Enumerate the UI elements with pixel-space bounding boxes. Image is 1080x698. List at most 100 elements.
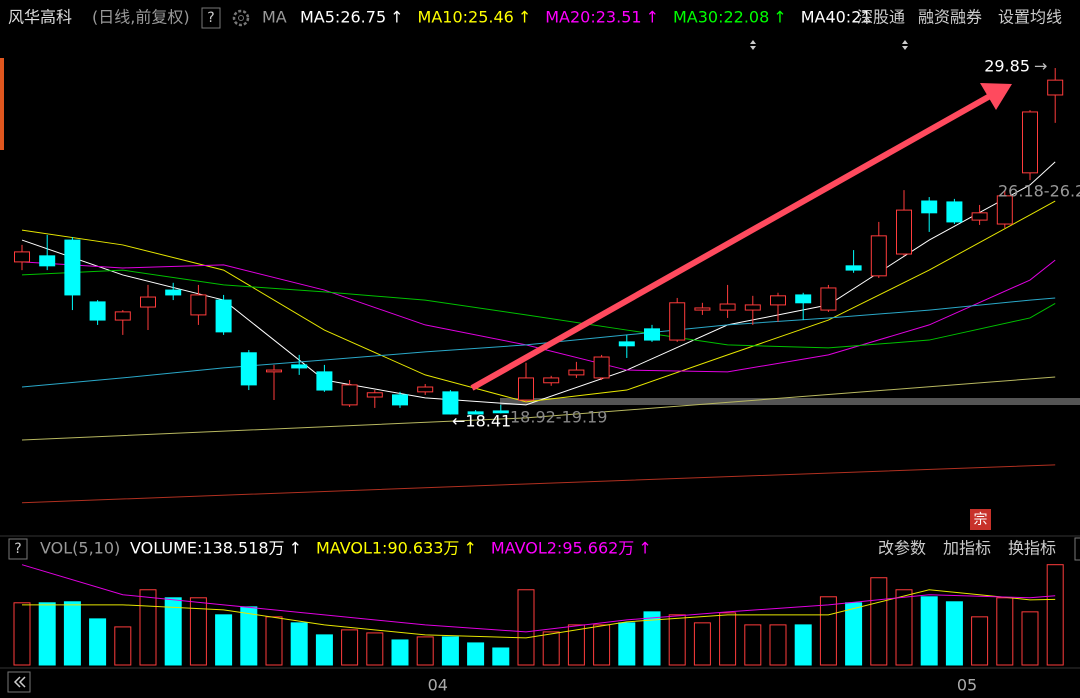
volume-bar <box>567 624 585 666</box>
ma-line <box>21 564 1056 633</box>
candle-body <box>492 410 509 414</box>
ma-line <box>21 297 1056 388</box>
legend-text: MA10:25.46 <box>418 8 514 27</box>
price-range-band <box>500 398 1080 405</box>
legend-arrow: ↑ <box>518 8 531 27</box>
candle-body <box>39 255 56 267</box>
badge-box[interactable] <box>970 509 991 530</box>
legend-text: MA20:23.51 <box>545 8 641 27</box>
settings-icon[interactable] <box>232 9 250 27</box>
candle-body <box>694 307 711 311</box>
candle-body <box>971 212 988 221</box>
ma-line <box>21 259 1056 373</box>
help-box[interactable] <box>201 7 221 29</box>
help[interactable]: ? <box>207 10 214 26</box>
volume-bar <box>895 589 913 666</box>
legend-text: MA30:22.08 <box>673 8 769 27</box>
trend-arrow <box>470 83 1012 391</box>
volume-bar <box>265 616 283 666</box>
volume-bar <box>517 589 535 666</box>
volume-bar <box>845 602 863 666</box>
legend-arrow: ↑ <box>390 8 403 27</box>
button[interactable]: 改参数 <box>878 539 926 558</box>
volume-bar <box>391 639 409 666</box>
volume-bar <box>13 602 31 666</box>
candle-body <box>870 235 887 277</box>
volume-bar <box>719 612 737 666</box>
candle-body <box>618 341 635 347</box>
volume-bar <box>315 634 333 666</box>
legend-text: MA40:21 <box>801 8 872 27</box>
link[interactable]: 设置均线 <box>998 8 1062 27</box>
candle-body <box>820 287 837 311</box>
candle-body <box>996 195 1013 225</box>
candle-body <box>215 299 232 333</box>
volume-bar <box>945 601 963 666</box>
volume-bar <box>1046 564 1064 666</box>
volume-bar <box>870 577 888 666</box>
volume-bar <box>794 624 812 666</box>
candle-body <box>593 356 610 379</box>
button[interactable]: 加指标 <box>943 539 991 558</box>
candle-body <box>165 289 182 296</box>
x-tick-label: 05 <box>957 676 977 695</box>
period: (日线,前复权) <box>92 8 190 27</box>
badge[interactable]: 宗 <box>974 512 988 528</box>
candle-body <box>417 386 434 393</box>
legend-text: MA5:26.75 <box>300 8 386 27</box>
candle-body <box>240 352 257 386</box>
candle-body <box>64 239 81 296</box>
volume-bar <box>38 602 56 666</box>
back-button[interactable] <box>7 671 31 693</box>
ma-line <box>21 269 1056 349</box>
candle-body <box>114 311 131 321</box>
candle-body <box>190 294 207 316</box>
side-marker <box>0 58 4 150</box>
volume-bar <box>668 614 686 666</box>
ma-legend: MA5:26.75 ↑ MA10:25.46 ↑ MA20:23.51 ↑ MA30:22.… <box>300 8 872 27</box>
volume-bar <box>996 597 1014 666</box>
range-label: 26.18-26.2 <box>998 182 1080 201</box>
vol-lines <box>21 564 1056 639</box>
edge-box <box>1074 537 1080 561</box>
candle-body <box>946 201 963 223</box>
volume-bar <box>744 624 762 666</box>
volume-bar <box>416 636 434 666</box>
volume-bar <box>492 647 510 666</box>
vol-legend: VOLUME:138.518万 ↑ MAVOL1:90.633万 ↑ MAVOL2:95… <box>130 539 652 558</box>
volume-bar <box>215 614 233 666</box>
legend-text: MAVOL2:95.662万 <box>491 539 634 558</box>
volume-bar <box>971 616 989 666</box>
volume-bar <box>240 606 258 666</box>
link[interactable]: 融资融券 <box>918 8 982 27</box>
candle-body <box>140 296 156 308</box>
candle-body <box>316 371 333 391</box>
volume-bar <box>114 626 132 666</box>
volume-bar <box>366 632 384 666</box>
candle-body <box>291 364 308 369</box>
button[interactable]: 换指标 <box>1008 539 1056 558</box>
candles <box>14 68 1064 415</box>
settings-icon-core <box>238 15 244 21</box>
help-box[interactable] <box>8 538 28 560</box>
ma-line <box>21 376 1056 441</box>
stock-name: 风华高科 <box>8 8 72 27</box>
candle-body <box>896 209 912 255</box>
candle-body <box>442 391 459 415</box>
link[interactable]: 深股通 <box>857 8 905 27</box>
candle-body <box>669 302 686 341</box>
volume-bar <box>341 629 359 666</box>
arrow-head <box>980 83 1012 110</box>
volume-bar <box>542 631 560 666</box>
legend-arrow: ↑ <box>646 8 659 27</box>
legend-text: VOLUME:138.518万 <box>130 539 285 558</box>
candle-body <box>845 265 862 271</box>
ma-button[interactable]: MA <box>262 8 287 27</box>
legend-text: MAVOL1:90.633万 <box>316 539 459 558</box>
arrow-shaft <box>470 93 992 391</box>
candle-body <box>795 294 812 304</box>
x-tick-label: 04 <box>428 676 448 695</box>
help[interactable]: ? <box>14 541 21 557</box>
volume-bar <box>89 618 107 666</box>
